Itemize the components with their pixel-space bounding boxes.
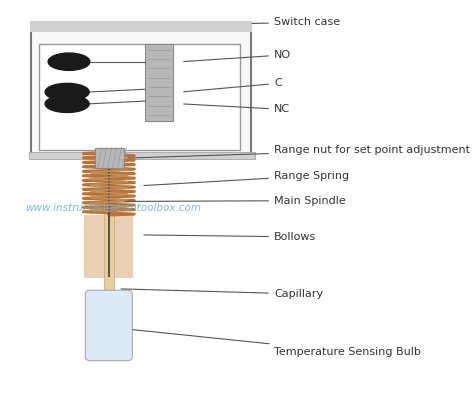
Bar — [29, 152, 255, 159]
Bar — [39, 44, 240, 150]
Text: www.instrumentationtoolbox.com: www.instrumentationtoolbox.com — [26, 203, 201, 213]
Text: Main Spindle: Main Spindle — [125, 196, 346, 206]
Text: Range Spring: Range Spring — [144, 171, 349, 186]
Text: Bollows: Bollows — [144, 232, 316, 242]
Bar — [84, 215, 133, 278]
FancyBboxPatch shape — [85, 290, 132, 361]
Bar — [31, 28, 251, 158]
Bar — [145, 44, 173, 121]
Text: Capillary: Capillary — [121, 289, 323, 299]
Ellipse shape — [45, 95, 89, 113]
Text: Range nut for set point adjustment: Range nut for set point adjustment — [128, 145, 470, 158]
Bar — [30, 21, 252, 32]
Text: NC: NC — [184, 104, 290, 114]
Text: Switch case: Switch case — [252, 17, 340, 27]
Ellipse shape — [45, 83, 89, 101]
Bar — [103, 160, 114, 292]
Bar — [95, 147, 124, 168]
Text: NO: NO — [184, 50, 291, 62]
Text: Temperature Sensing Bulb: Temperature Sensing Bulb — [132, 330, 421, 357]
Text: C: C — [184, 78, 282, 92]
Ellipse shape — [48, 53, 90, 70]
